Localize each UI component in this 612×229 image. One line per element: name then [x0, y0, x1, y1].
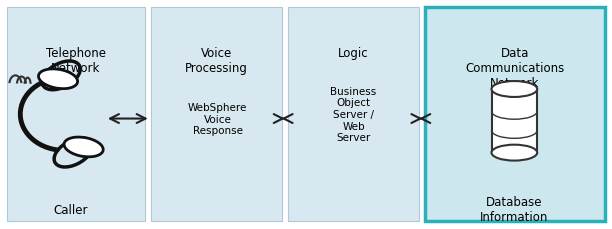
- Ellipse shape: [491, 145, 537, 161]
- Text: Telephone
Network: Telephone Network: [46, 46, 106, 74]
- Text: Database
Information: Database Information: [480, 196, 548, 224]
- Ellipse shape: [491, 82, 537, 98]
- Ellipse shape: [64, 137, 103, 157]
- Text: WebSphere
Voice
Response: WebSphere Voice Response: [188, 103, 247, 136]
- FancyBboxPatch shape: [425, 8, 605, 221]
- Text: Data
Communications
Network: Data Communications Network: [465, 46, 564, 89]
- Text: Logic: Logic: [338, 46, 368, 59]
- Text: Caller: Caller: [53, 203, 88, 216]
- FancyBboxPatch shape: [151, 8, 282, 221]
- FancyBboxPatch shape: [7, 8, 144, 221]
- Ellipse shape: [39, 70, 78, 89]
- FancyBboxPatch shape: [491, 90, 537, 153]
- FancyBboxPatch shape: [288, 8, 419, 221]
- Text: Voice
Processing: Voice Processing: [185, 46, 248, 74]
- Text: Business
Object
Server /
Web
Server: Business Object Server / Web Server: [330, 86, 376, 143]
